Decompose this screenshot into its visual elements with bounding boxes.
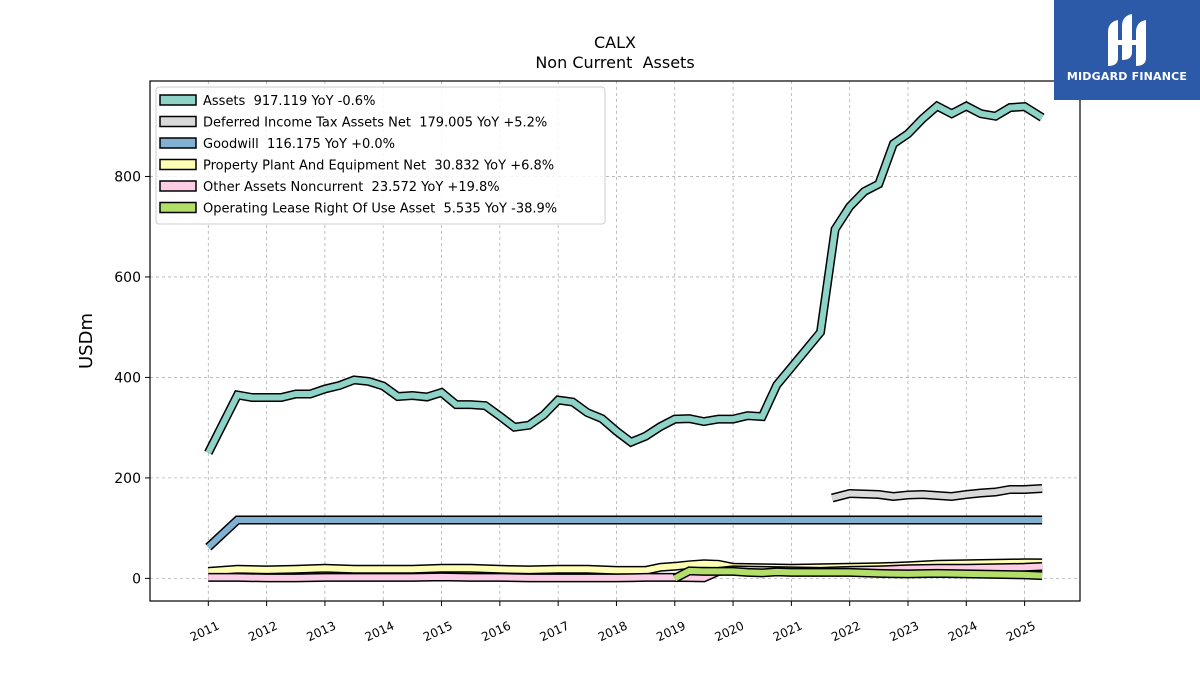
series-line-outline [205,515,1043,551]
logo-text: MIDGARD FINANCE [1066,70,1188,83]
legend-swatch [159,115,197,128]
legend-entry: Assets 917.119 YoY -0.6% [159,94,375,109]
chart-subtitle: Non Current Assets [535,53,694,72]
legend-label: Operating Lease Right Of Use Asset 5.535… [203,202,557,217]
x-tick-label: 2017 [538,619,572,645]
legend-label: Goodwill 116.175 YoY +0.0% [203,137,395,152]
x-tick-label: 2014 [363,619,397,645]
x-tick-label: 2024 [946,619,980,645]
series-3 [205,515,1043,551]
series-layer [204,100,1045,583]
x-tick-label: 2018 [596,619,630,645]
legend-label: Property Plant And Equipment Net 30.832 … [203,159,554,174]
x-tick-label: 2023 [888,619,922,645]
x-tick-label: 2019 [654,619,688,645]
x-tick-label: 2013 [304,619,338,645]
series-line [208,563,1043,581]
midgard-m-logo-icon [1108,14,1146,66]
series-5 [208,562,1043,583]
grid [150,81,1080,601]
series-line [673,567,1043,582]
x-tick-label: 2012 [246,619,280,645]
legend-entry: Deferred Income Tax Assets Net 179.005 Y… [159,115,547,131]
series-2 [831,484,1043,503]
legend-label: Other Assets Noncurrent 23.572 YoY +19.8… [203,180,500,195]
y-axis-label: USDm [76,313,97,369]
chart-title: CALX [594,33,636,52]
legend-entry: Operating Lease Right Of Use Asset 5.535… [159,201,557,217]
series-1 [204,100,1045,455]
series-line [206,517,1043,550]
legend-swatch [159,180,197,192]
series-6 [672,566,1043,583]
x-tick-label: 2020 [713,619,747,645]
legend-entry: Property Plant And Equipment Net 30.832 … [159,158,554,174]
y-tick-label: 200 [114,471,141,487]
legend-entry: Other Assets Noncurrent 23.572 YoY +19.8… [159,180,500,195]
x-tick-label: 2022 [829,619,863,645]
legend-label: Deferred Income Tax Assets Net 179.005 Y… [203,116,547,131]
x-tick-label: 2011 [188,619,222,645]
legend-swatch [159,94,197,106]
x-tick-label: 2016 [479,619,513,645]
y-tick-label: 400 [114,370,141,386]
x-tick-label: 2025 [1004,619,1038,645]
midgard-finance-logo: MIDGARD FINANCE [1054,0,1200,100]
legend-swatch [159,137,197,149]
legend: Assets 917.119 YoY -0.6% Deferred Income … [155,86,606,225]
legend-swatch [159,158,197,171]
y-tick-label: 600 [114,270,141,286]
y-tick-label: 0 [132,571,141,587]
x-tick-label: 2015 [421,619,455,645]
legend-box [155,86,606,225]
plot-frame [149,80,1081,602]
series-line [205,102,1044,455]
legend-swatch [159,201,197,214]
legend-label: Assets 917.119 YoY -0.6% [203,94,375,109]
x-tick-label: 2021 [771,619,805,645]
legend-entry: Goodwill 116.175 YoY +0.0% [159,137,395,152]
y-tick-label: 800 [114,169,141,185]
series-line [831,485,1043,501]
